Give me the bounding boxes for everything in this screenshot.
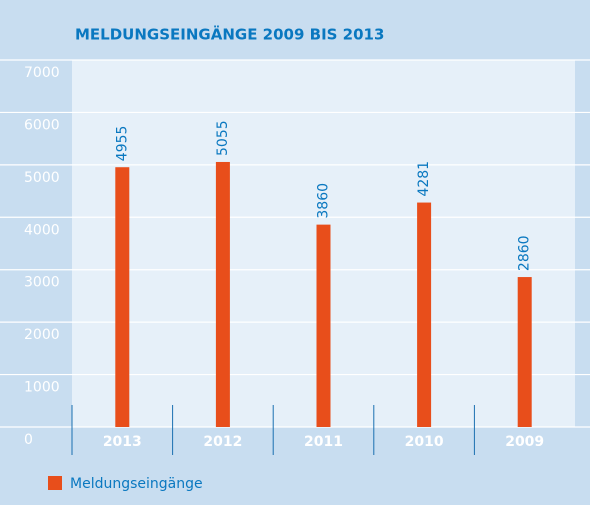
y-tick-label: 3000	[24, 275, 60, 291]
x-tick-label: 2013	[103, 434, 142, 450]
bar	[215, 161, 230, 427]
x-tick-label: 2012	[203, 434, 242, 450]
value-label: 2860	[517, 235, 533, 271]
value-label: 3860	[316, 183, 332, 219]
y-tick-label: 0	[24, 432, 33, 448]
value-label: 4955	[114, 126, 130, 162]
bar	[115, 167, 130, 427]
value-label: 4281	[416, 161, 432, 197]
y-tick-label: 4000	[24, 222, 60, 238]
y-tick-label: 5000	[24, 170, 60, 186]
x-tick-label: 2011	[304, 434, 343, 450]
bar	[517, 277, 532, 427]
y-tick-label: 6000	[24, 117, 60, 133]
x-tick-label: 2009	[505, 434, 544, 450]
chart-title: MELDUNGSEINGÄNGE 2009 BIS 2013	[75, 25, 384, 44]
legend-label: Meldungseingänge	[70, 476, 203, 492]
y-tick-label: 1000	[24, 380, 60, 396]
bar	[417, 202, 432, 427]
category-band	[0, 427, 590, 455]
y-tick-label: 2000	[24, 327, 60, 343]
bar	[316, 224, 331, 427]
y-tick-label: 7000	[24, 65, 60, 81]
value-label: 5055	[215, 120, 231, 156]
legend-swatch	[48, 476, 62, 490]
x-tick-label: 2010	[405, 434, 444, 450]
